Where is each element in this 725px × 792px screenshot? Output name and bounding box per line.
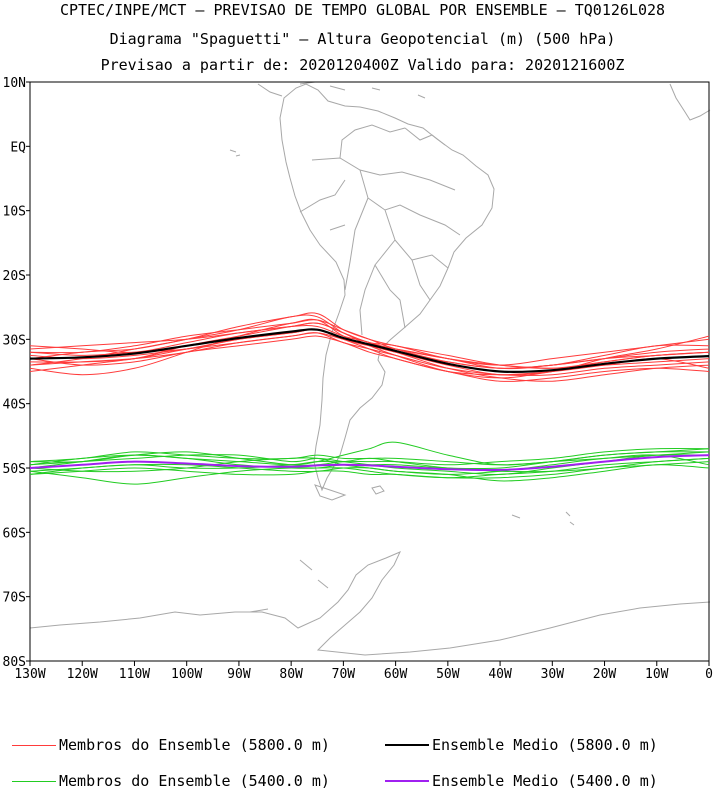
- x-tick-label: 110W: [119, 667, 150, 682]
- x-tick-label: 10W: [645, 667, 669, 682]
- legend-mean-5400-label: Ensemble Medio (5400.0 m): [432, 772, 658, 790]
- y-tick-label: 30S: [3, 333, 26, 348]
- series-line-member5800-9: [29, 322, 710, 379]
- series-line-member5800-11: [29, 335, 710, 376]
- series-line-member5800-12: [29, 312, 710, 369]
- title-line-1: CPTEC/INPE/MCT — PREVISAO DE TEMPO GLOBA…: [59, 1, 666, 19]
- series-line-member5400-8: [29, 457, 710, 473]
- legend-member-5800: Membros do Ensemble (5800.0 m): [12, 734, 330, 756]
- legend-mean-5800-label: Ensemble Medio (5800.0 m): [432, 736, 658, 754]
- y-tick-label: EQ: [10, 140, 26, 155]
- coastline-map: [29, 81, 711, 656]
- legend-member-5400-label: Membros do Ensemble (5400.0 m): [59, 772, 330, 790]
- africa-coast: [669, 83, 711, 121]
- series-line-member5400-7: [29, 447, 710, 466]
- falklands: [371, 485, 385, 495]
- legend-member-5800-label: Membros do Ensemble (5800.0 m): [59, 736, 330, 754]
- legend-green-line-icon: [12, 780, 56, 782]
- legend-black-line-icon: [385, 744, 429, 746]
- series-line-member5800-5: [29, 314, 710, 369]
- tierra-del-fuego: [314, 484, 347, 501]
- south-america-coast: [279, 83, 495, 492]
- x-tick-label: 70W: [332, 667, 356, 682]
- south-georgia: [511, 511, 575, 526]
- y-tick-label: 70S: [3, 591, 26, 606]
- central-america: [257, 81, 426, 99]
- series-line-member5800-7: [29, 318, 710, 382]
- x-tick-label: 80W: [279, 667, 303, 682]
- legend-purple-line-icon: [385, 780, 429, 782]
- y-tick-label: 60S: [3, 526, 26, 541]
- antarctica-coast: [29, 551, 711, 656]
- y-tick-label: 80S: [3, 655, 26, 670]
- series-line-ensemble-medio-5800-m: [29, 328, 710, 374]
- legend-member-5400: Membros do Ensemble (5400.0 m): [12, 770, 330, 792]
- y-tick-label: 40S: [3, 398, 26, 413]
- y-tick-label: 20S: [3, 269, 26, 284]
- y-tick-label: 10S: [3, 205, 26, 220]
- x-tick-label: 100W: [171, 667, 202, 682]
- x-tick-label: 90W: [227, 667, 251, 682]
- x-tick-label: 60W: [384, 667, 408, 682]
- x-tick-label: 50W: [436, 667, 460, 682]
- series-line-member5400-2: [29, 461, 710, 479]
- series-line-member5400-6: [29, 463, 710, 482]
- x-tick-label: 0: [705, 667, 713, 682]
- legend-red-line-icon: [12, 744, 56, 746]
- series-line-ensemble-medio-5400-m: [29, 454, 710, 472]
- legend-mean-5400: Ensemble Medio (5400.0 m): [385, 770, 658, 792]
- country-borders: [299, 124, 461, 336]
- x-tick-label: 40W: [488, 667, 512, 682]
- legend-row-1: Membros do Ensemble (5800.0 m) Ensemble …: [0, 734, 725, 756]
- series-line-member5800-2: [29, 332, 710, 377]
- y-tick-label: 50S: [3, 462, 26, 477]
- title-line-3: Previsao a partir de: 2020120400Z Valido…: [100, 56, 625, 74]
- galapagos: [229, 149, 241, 157]
- x-tick-label: 120W: [67, 667, 98, 682]
- x-tick-label: 30W: [541, 667, 565, 682]
- title-line-2: Diagrama "Spaguetti" — Altura Geopotenci…: [109, 30, 616, 48]
- y-tick-label: 10N: [3, 76, 26, 91]
- series-line-member5800-4: [29, 328, 710, 382]
- contour-lines: [29, 312, 710, 485]
- legend-row-2: Membros do Ensemble (5400.0 m) Ensemble …: [0, 770, 725, 792]
- axis-ticks: 130W 120W 110W 100W 90W 80W 70W 60W 50W 40W 30W 20W…: [3, 76, 713, 682]
- x-tick-label: 130W: [14, 667, 45, 682]
- series-line-member5400-4: [29, 457, 710, 485]
- x-tick-label: 20W: [593, 667, 617, 682]
- legend-mean-5800: Ensemble Medio (5800.0 m): [385, 734, 658, 756]
- series-line-member5400-9: [29, 454, 710, 475]
